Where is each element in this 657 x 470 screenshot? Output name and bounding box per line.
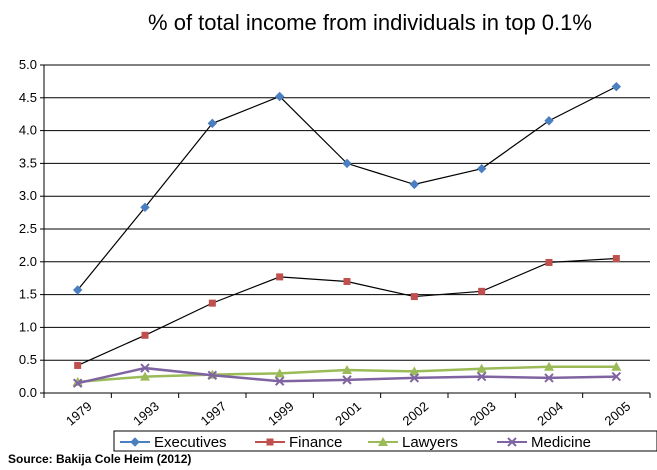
legend-marker [266,438,274,446]
data-point-lawyers [544,361,554,371]
data-point-lawyers [274,368,285,378]
data-point-finance [410,293,418,301]
series-line-finance [77,257,617,366]
data-point-executives [409,179,420,190]
series-lawyers [72,361,622,386]
data-point-lawyers [409,366,420,376]
data-point-executives [140,202,150,213]
series-finance [74,255,620,369]
x-tick-label: 2004 [534,399,566,429]
data-point-executives [544,116,554,126]
data-point-finance [343,277,351,285]
data-point-executives [274,91,285,102]
y-tick-label: 2.0 [19,254,37,269]
chart-title: % of total income from individuals in to… [148,10,592,35]
y-tick-label: 4.0 [19,123,37,138]
legend-item-medicine: Medicine [497,434,591,451]
legend: Executives Finance Lawyers Medicine [113,430,657,452]
legend-item-executives: Executives [120,434,227,451]
data-point-finance [74,361,82,369]
data-point-medicine [140,363,150,373]
series-group [72,81,622,388]
legend-marker [378,437,388,446]
data-point-finance [612,255,620,263]
y-tick-label: 0.5 [19,352,37,367]
data-point-executives [207,118,218,129]
legend-item-finance: Finance [255,434,342,451]
data-point-finance [276,273,284,281]
data-point-finance [545,258,553,266]
x-tick-label: 2005 [602,399,634,429]
y-tick-label: 1.0 [19,319,37,334]
legend-label: Medicine [531,434,591,451]
data-point-medicine [409,373,420,383]
y-tick-label: 5.0 [19,57,37,72]
gridlines [44,64,650,394]
series-medicine [72,363,622,388]
data-point-finance [478,287,486,295]
y-axis: 0.0 0.5 1.0 1.5 2.0 2.5 3.0 3.5 4.0 4.5 5.0 [19,57,45,400]
data-point-lawyers [611,361,622,371]
legend-label: Lawyers [402,434,458,451]
x-tick-label: 1979 [63,399,95,429]
data-point-executives [72,285,83,295]
data-point-executives [342,158,352,169]
y-tick-label: 3.5 [19,155,37,170]
x-tick-label: 2003 [467,399,499,429]
data-point-finance [141,331,149,339]
legend-marker [130,437,140,447]
data-point-medicine [274,376,285,386]
y-tick-label: 0.0 [19,385,37,400]
y-tick-label: 4.5 [19,90,37,105]
source-note: Source: Bakija Cole Heim (2012) [8,452,192,466]
data-point-medicine [476,371,487,382]
data-point-lawyers [342,365,352,375]
data-point-executives [611,81,622,92]
data-point-finance [208,299,216,307]
data-point-medicine [72,378,83,388]
series-line-executives [77,86,617,291]
data-point-medicine [207,370,218,380]
y-tick-label: 3.0 [19,188,37,203]
x-axis: 1979 1993 1997 1999 2001 2002 2003 2004 2005 [43,393,651,429]
x-tick-label: 2002 [400,399,432,429]
data-point-medicine [611,371,622,382]
y-tick-label: 2.5 [19,221,37,236]
series-executives [72,81,622,295]
data-point-lawyers [476,363,487,373]
legend-marker [507,437,517,447]
y-tick-label: 1.5 [19,287,37,302]
legend-label: Finance [289,434,342,451]
x-tick-label: 1999 [265,399,297,429]
legend-label: Executives [154,434,227,451]
x-tick-label: 1993 [130,399,162,429]
data-point-medicine [342,375,352,385]
legend-item-lawyers: Lawyers [368,434,458,451]
data-point-lawyers [140,371,150,381]
x-tick-label: 1997 [198,399,230,429]
data-point-executives [476,163,487,174]
data-point-medicine [544,373,554,383]
x-tick-label: 2001 [332,399,364,429]
